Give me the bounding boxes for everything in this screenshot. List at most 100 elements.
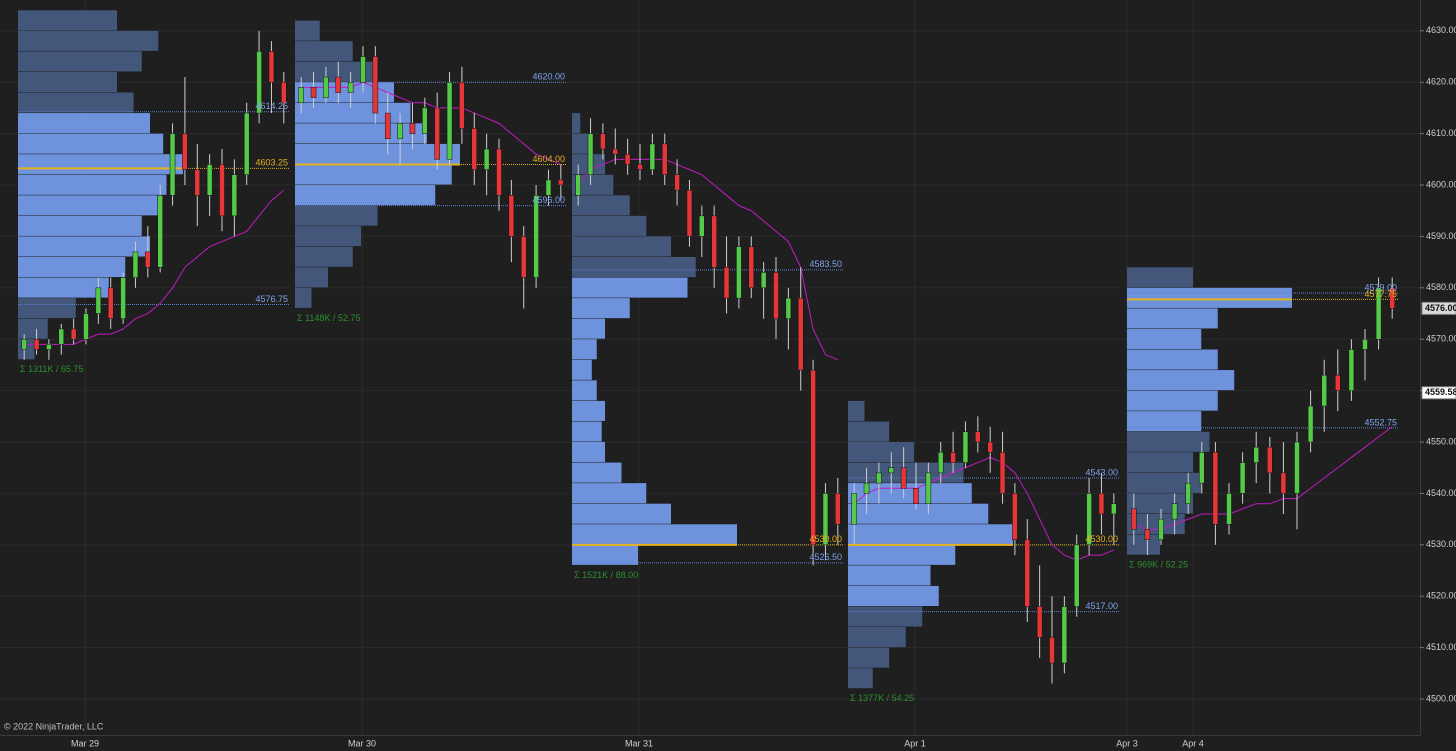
poc-label: 4530.00 — [1085, 534, 1118, 544]
candle-body — [1335, 374, 1341, 391]
profile-bar — [848, 647, 890, 668]
candle-body — [1307, 405, 1314, 443]
val-label: 4517.00 — [1085, 601, 1118, 611]
profile-bar — [18, 298, 76, 319]
profile-bar — [572, 318, 605, 339]
profile-bar — [295, 164, 452, 185]
candle-body — [471, 128, 478, 170]
profile-bar — [1127, 349, 1218, 370]
candle-body — [1375, 287, 1382, 340]
candle-body — [1253, 446, 1259, 463]
profile-bar — [572, 195, 630, 216]
candle-body — [372, 56, 379, 114]
profile-bar — [295, 102, 411, 123]
poc-label: 4603.25 — [255, 158, 288, 168]
candle-body — [674, 174, 680, 191]
x-tick-label: Mar 31 — [625, 738, 653, 748]
candle-body — [1036, 606, 1043, 638]
y-tick-label: 4580.00 — [1426, 282, 1456, 292]
candle-body — [624, 153, 631, 165]
vah-label: 4614.25 — [255, 101, 288, 111]
candle-body — [822, 493, 829, 546]
profile-bar — [572, 400, 605, 421]
candle-body — [520, 236, 527, 278]
profile-bar — [572, 462, 622, 483]
candle-body — [1049, 637, 1055, 664]
candle-body — [760, 272, 767, 289]
profile-bar — [295, 246, 353, 267]
price-marker-label: 4559.58 — [1425, 387, 1456, 397]
candle-body — [21, 338, 27, 350]
profile-bar — [18, 92, 134, 113]
candle-body — [107, 287, 114, 319]
profile-bar — [848, 606, 923, 627]
candle-body — [1362, 338, 1368, 350]
candle-body — [1098, 493, 1105, 515]
profile-bar — [848, 524, 1013, 545]
y-tick-label: 4530.00 — [1426, 539, 1456, 549]
profile-bar — [295, 185, 436, 206]
profile-bar — [1127, 308, 1218, 329]
vwap-line — [577, 158, 839, 361]
profile-bar — [18, 256, 126, 278]
candle-body — [281, 81, 287, 104]
profile-bar — [572, 524, 737, 545]
candle-body — [360, 56, 366, 83]
candle-body — [496, 148, 502, 196]
candle-body — [323, 76, 329, 98]
val-label: 4596.00 — [532, 195, 565, 205]
candle-body — [711, 215, 717, 268]
profile-bar — [295, 205, 378, 226]
candle-body — [797, 297, 804, 371]
profile-bar — [295, 41, 353, 62]
candle-body — [483, 148, 490, 170]
poc-label: 4577.75 — [1364, 289, 1397, 299]
profile-bar — [572, 359, 592, 380]
copyright: © 2022 NinjaTrader, LLC — [4, 721, 104, 731]
labels: 4500.00 4510.00 4520.00 4530.00 4540.00 4550.… — [20, 25, 1456, 748]
candle-body — [384, 112, 391, 140]
candle-body — [1321, 374, 1327, 407]
volume-profiles — [18, 10, 1292, 689]
candle-body — [256, 51, 262, 114]
profile-bar — [1127, 267, 1193, 288]
y-tick-label: 4520.00 — [1426, 591, 1456, 601]
profile-bar — [1127, 370, 1235, 391]
price-marker-box — [1421, 301, 1456, 315]
profile-bar — [848, 544, 956, 565]
candle-body — [70, 328, 77, 340]
candle-body — [925, 472, 932, 504]
x-tick-label: Apr 1 — [904, 738, 926, 748]
candle-body — [459, 81, 465, 129]
candle-body — [219, 164, 225, 217]
candle-body — [397, 123, 403, 140]
candle-body — [132, 251, 139, 278]
candle-body — [888, 467, 895, 474]
candle-body — [575, 174, 581, 196]
profile-bar — [295, 287, 312, 308]
profile-bar — [1127, 534, 1160, 555]
candle-body — [1086, 493, 1092, 546]
candle-body — [900, 467, 907, 489]
profile-bar — [848, 565, 931, 586]
candle-body — [975, 431, 981, 443]
price-marker-label: 4576.00 — [1425, 303, 1456, 313]
candle-body — [1280, 472, 1287, 494]
candle-body — [434, 107, 440, 160]
profile-bar — [1127, 431, 1210, 452]
profile-bar — [295, 143, 460, 164]
y-tick-label: 4590.00 — [1426, 231, 1456, 241]
profile-bar — [848, 627, 906, 648]
candle-body — [851, 493, 857, 525]
profile-bar — [18, 113, 150, 134]
profile-bar — [18, 51, 142, 72]
x-tick-label: Mar 29 — [71, 738, 99, 748]
profile-bar — [572, 421, 602, 442]
profile-bar — [295, 61, 378, 82]
y-tick-label: 4570.00 — [1426, 334, 1456, 344]
candle-body — [95, 287, 102, 314]
candle-body — [1348, 349, 1355, 391]
candle-body — [33, 338, 40, 350]
